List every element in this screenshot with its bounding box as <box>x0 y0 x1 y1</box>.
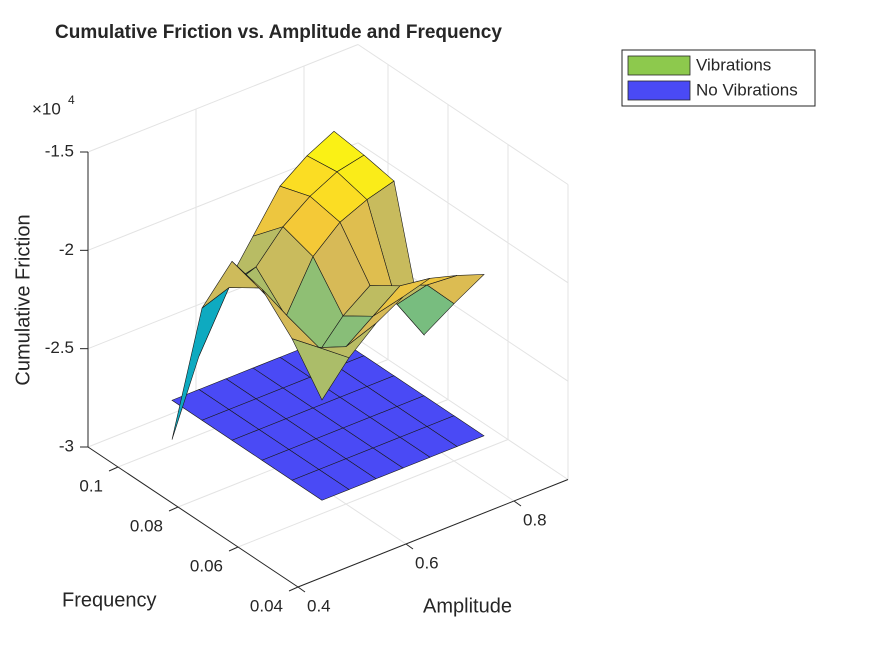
z-tick-label: -2.5 <box>45 338 74 357</box>
x-tick <box>405 543 414 550</box>
y-tick-label: 0.1 <box>79 476 103 495</box>
z-tick-label: -1.5 <box>45 141 74 160</box>
y-tick-label: 0.06 <box>190 556 223 575</box>
x-tick <box>513 500 522 507</box>
x-axis-line <box>297 479 569 588</box>
legend-label: No Vibrations <box>696 80 798 99</box>
legend-swatch <box>627 80 691 101</box>
y-tick-label: 0.04 <box>250 596 283 615</box>
grid-line <box>357 142 569 284</box>
x-axis-label: Amplitude <box>423 595 512 617</box>
surface-patch <box>291 338 350 401</box>
y-tick-label: 0.08 <box>130 516 163 535</box>
grid-line <box>357 339 569 480</box>
y-axis-line <box>87 446 299 588</box>
x-tick-label: 0.8 <box>523 510 547 529</box>
y-axis-label: Frequency <box>62 589 157 611</box>
y-tick <box>288 586 299 592</box>
surface-patch <box>291 469 350 501</box>
y-tick <box>108 466 119 472</box>
z-tick-label: -3 <box>59 436 74 455</box>
x-tick-label: 0.4 <box>307 596 331 615</box>
legend-entries: Vibrations No Vibrations <box>627 55 798 101</box>
legend-label: Vibrations <box>696 55 771 74</box>
legend-swatch <box>627 55 691 76</box>
chart-title: Cumulative Friction vs. Amplitude and Fr… <box>55 22 502 43</box>
grid-line <box>87 44 359 153</box>
grid-line <box>237 439 509 548</box>
z-multiplier-exponent: 4 <box>68 93 75 107</box>
y-tick <box>228 546 239 552</box>
z-axis-label: Cumulative Friction <box>12 214 34 385</box>
surfaces <box>171 130 485 501</box>
axes: -3 -2.5 -2 -1.5 0.04 0.06 0.08 0.1 0.4 0.6 0.8 <box>45 141 569 615</box>
z-tick-label: -2 <box>59 240 74 259</box>
z-multiplier: ×10 <box>32 99 61 118</box>
x-tick <box>297 586 306 593</box>
grid-line <box>357 44 569 185</box>
y-tick <box>168 506 179 512</box>
x-tick-label: 0.6 <box>415 553 439 572</box>
